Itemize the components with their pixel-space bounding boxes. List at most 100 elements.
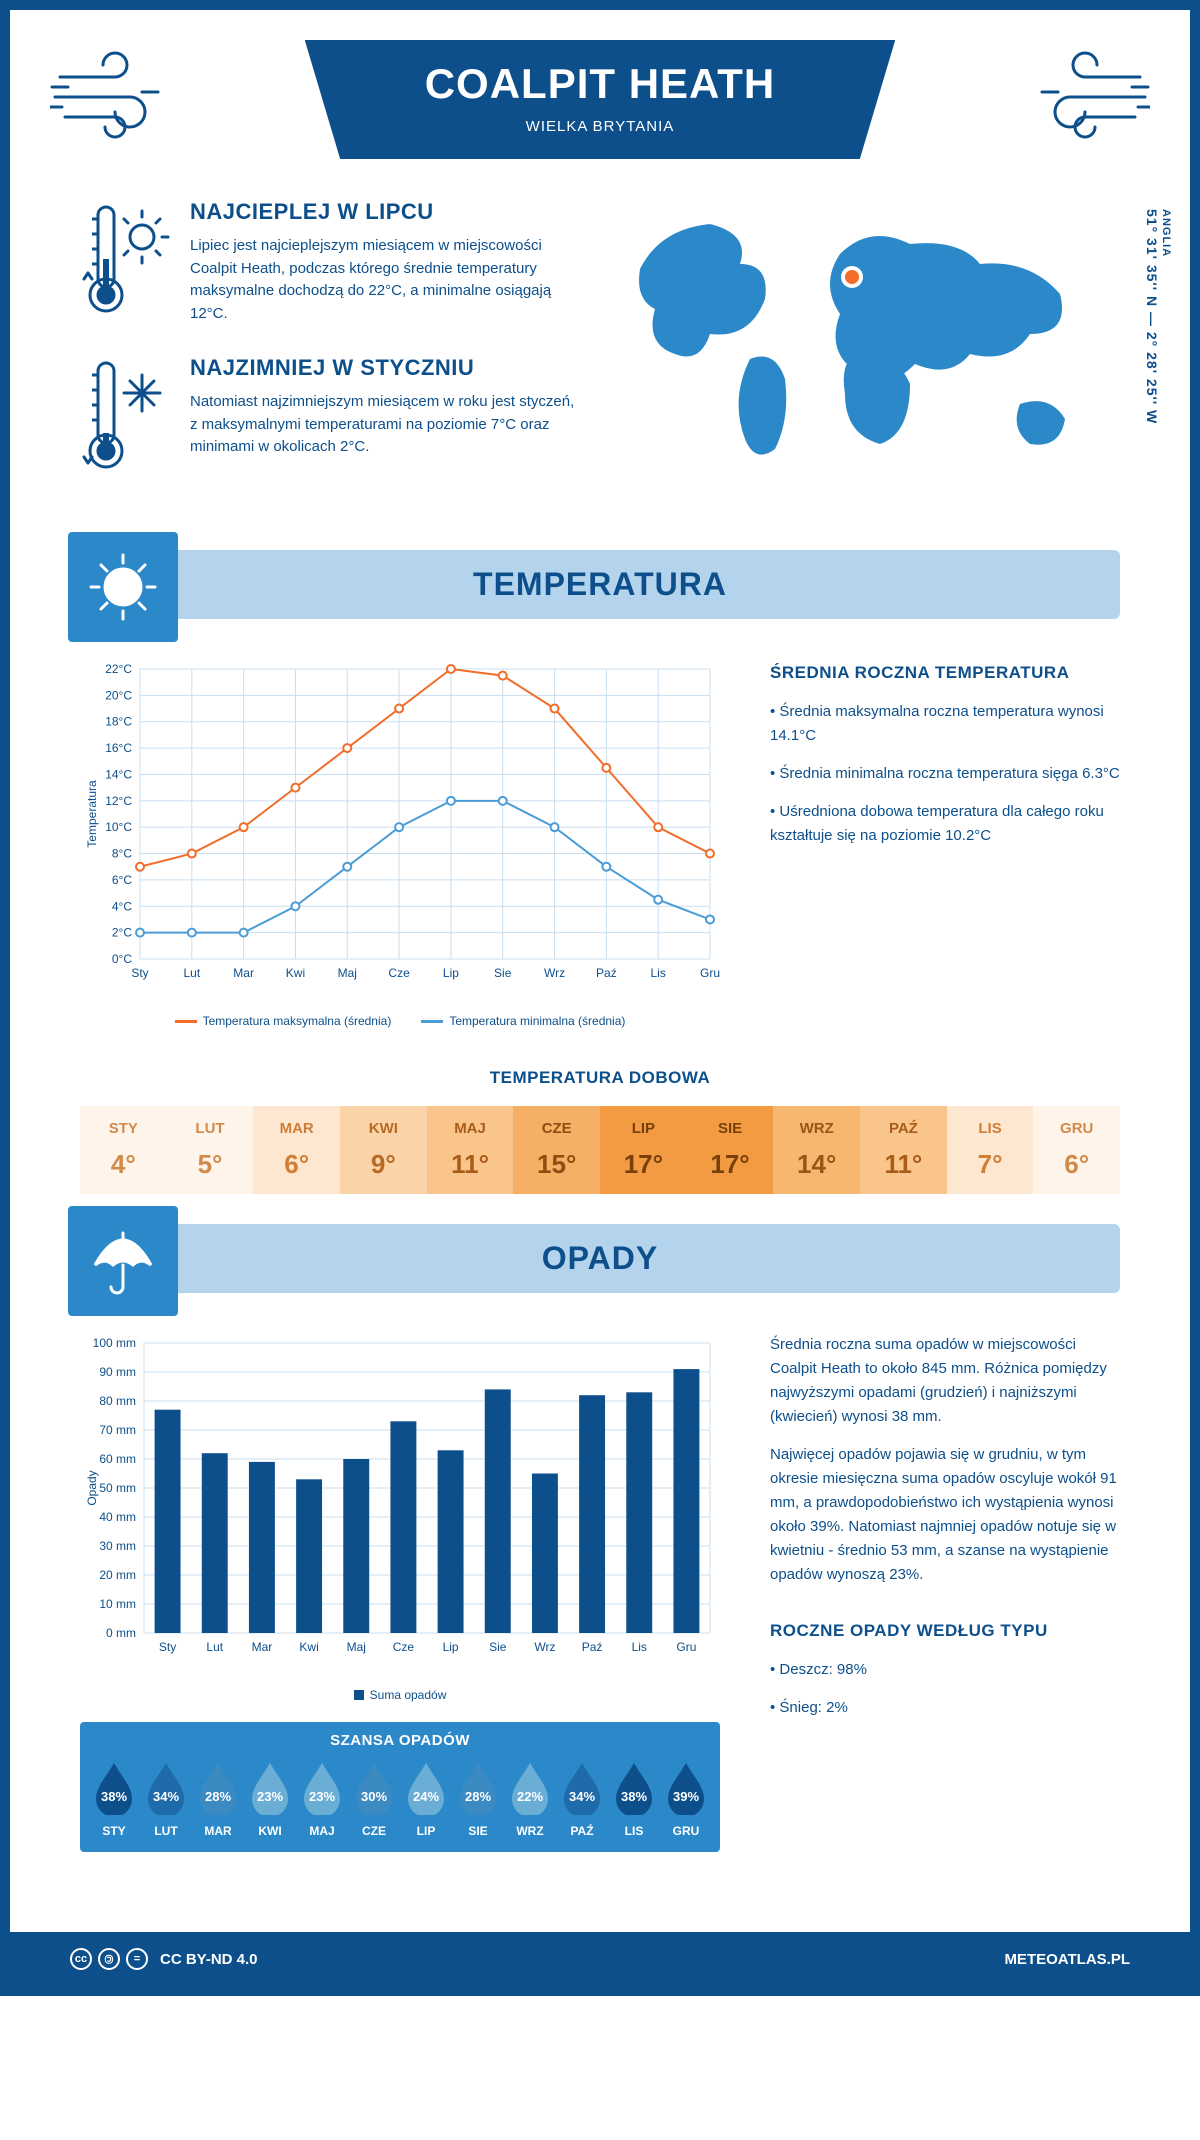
temp-side-item: • Średnia maksymalna roczna temperatura … [770,700,1120,748]
svg-text:Sie: Sie [489,1640,507,1654]
footer: cc🄯= CC BY-ND 4.0 METEOATLAS.PL [10,1932,1190,1986]
precip-chance-drop: 28%SIE [454,1759,502,1838]
svg-text:Mar: Mar [252,1640,273,1654]
precip-chance-drop: 39%GRU [662,1759,710,1838]
svg-text:24%: 24% [413,1789,439,1804]
precip-type-item: • Śnieg: 2% [770,1696,1120,1720]
precip-chance-drop: 23%KWI [246,1759,294,1838]
svg-text:Paź: Paź [596,966,617,980]
wind-icon-right [1020,47,1150,152]
svg-text:34%: 34% [153,1789,179,1804]
svg-text:0 mm: 0 mm [106,1626,136,1640]
daily-temp-cell: MAJ11° [427,1106,514,1194]
daily-temp-cell: KWI9° [340,1106,427,1194]
svg-text:18°C: 18°C [105,715,132,729]
temp-chart-legend: Temperatura maksymalna (średnia) Tempera… [80,1014,720,1028]
svg-text:Temperatura: Temperatura [85,780,99,848]
temp-side-title: ŚREDNIA ROCZNA TEMPERATURA [770,659,1120,686]
svg-text:100 mm: 100 mm [93,1336,136,1350]
svg-text:Maj: Maj [338,966,357,980]
svg-text:90 mm: 90 mm [99,1365,136,1379]
daily-temp-cell: GRU6° [1033,1106,1120,1194]
wind-icon-left [50,47,180,152]
svg-text:2°C: 2°C [112,926,132,940]
svg-text:20 mm: 20 mm [99,1568,136,1582]
cc-icons: cc🄯= [70,1948,148,1970]
svg-text:Lut: Lut [206,1640,223,1654]
svg-text:40 mm: 40 mm [99,1510,136,1524]
svg-text:10°C: 10°C [105,820,132,834]
precipitation-chance-block: SZANSA OPADÓW 38%STY34%LUT28%MAR23%KWI23… [80,1722,720,1852]
precip-chance-drop: 23%MAJ [298,1759,346,1838]
precip-chance-drop: 28%MAR [194,1759,242,1838]
daily-temp-cell: STY4° [80,1106,167,1194]
svg-text:0°C: 0°C [112,952,132,966]
svg-text:Mar: Mar [233,966,254,980]
svg-text:8°C: 8°C [112,847,132,861]
svg-text:4°C: 4°C [112,899,132,913]
warm-title: NAJCIEPLEJ W LIPCU [190,199,580,225]
daily-temp-table: STY4°LUT5°MAR6°KWI9°MAJ11°CZE15°LIP17°SI… [80,1106,1120,1194]
svg-text:6°C: 6°C [112,873,132,887]
svg-text:Lis: Lis [651,966,666,980]
svg-text:Gru: Gru [700,966,720,980]
cold-text: Natomiast najzimniejszym miesiącem w rok… [190,391,580,459]
svg-text:28%: 28% [205,1789,231,1804]
precip-chance-drop: 22%WRZ [506,1759,554,1838]
daily-temp-cell: SIE17° [687,1106,774,1194]
cold-title: NAJZIMNIEJ W STYCZNIU [190,355,580,381]
thermometer-snow-icon [80,355,170,480]
precip-chart-legend: Suma opadów [80,1688,720,1702]
world-map-icon [620,199,1120,479]
location-country: WIELKA BRYTANIA [425,118,776,135]
precip-chance-drop: 34%LUT [142,1759,190,1838]
location-title: COALPIT HEATH [425,60,776,108]
svg-text:60 mm: 60 mm [99,1452,136,1466]
precip-chance-drop: 34%PAŹ [558,1759,606,1838]
daily-temp-cell: CZE15° [513,1106,600,1194]
svg-text:38%: 38% [101,1789,127,1804]
svg-text:28%: 28% [465,1789,491,1804]
svg-text:Lip: Lip [443,966,459,980]
svg-text:50 mm: 50 mm [99,1481,136,1495]
precip-type-title: ROCZNE OPADY WEDŁUG TYPU [770,1617,1120,1644]
svg-text:34%: 34% [569,1789,595,1804]
svg-text:23%: 23% [309,1789,335,1804]
svg-text:22°C: 22°C [105,662,132,676]
precipitation-bar-chart: 0 mm10 mm20 mm30 mm40 mm50 mm60 mm70 mm8… [80,1333,720,1673]
daily-temp-cell: LIP17° [600,1106,687,1194]
precip-chance-drop: 30%CZE [350,1759,398,1838]
precip-chance-drop: 38%STY [90,1759,138,1838]
svg-text:Maj: Maj [347,1640,366,1654]
svg-text:Opady: Opady [85,1470,99,1505]
thermometer-sun-icon [80,199,170,325]
umbrella-badge-icon [68,1206,178,1316]
svg-text:14°C: 14°C [105,767,132,781]
precipitation-section-header: OPADY [80,1224,1120,1293]
svg-text:Lip: Lip [443,1640,459,1654]
temp-side-item: • Średnia minimalna roczna temperatura s… [770,762,1120,786]
svg-text:Paź: Paź [582,1640,603,1654]
temperature-section-header: TEMPERATURA [80,550,1120,619]
svg-text:Wrz: Wrz [534,1640,555,1654]
precip-chance-drop: 24%LIP [402,1759,450,1838]
license-text: CC BY-ND 4.0 [160,1951,258,1968]
svg-text:12°C: 12°C [105,794,132,808]
daily-temp-cell: LIS7° [947,1106,1034,1194]
daily-temp-cell: PAŹ11° [860,1106,947,1194]
svg-text:30%: 30% [361,1789,387,1804]
svg-text:80 mm: 80 mm [99,1394,136,1408]
svg-text:38%: 38% [621,1789,647,1804]
svg-text:Cze: Cze [393,1640,415,1654]
precip-chance-drop: 38%LIS [610,1759,658,1838]
svg-text:Kwi: Kwi [286,966,305,980]
svg-text:22%: 22% [517,1789,543,1804]
svg-text:Cze: Cze [388,966,410,980]
coordinates: ANGLIA 51° 31' 35'' N — 2° 28' 25'' W [1144,209,1172,424]
precip-text-1: Średnia roczna suma opadów w miejscowośc… [770,1333,1120,1429]
daily-temp-cell: MAR6° [253,1106,340,1194]
svg-text:30 mm: 30 mm [99,1539,136,1553]
svg-text:Sty: Sty [159,1640,176,1654]
svg-text:Lut: Lut [183,966,200,980]
precip-type-item: • Deszcz: 98% [770,1658,1120,1682]
